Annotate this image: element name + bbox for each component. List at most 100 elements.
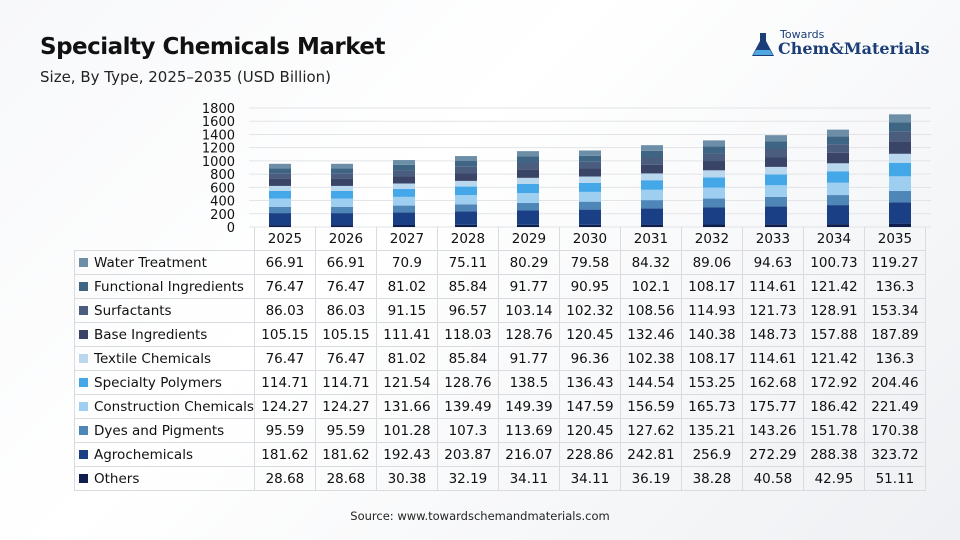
table-header-row: 2025 2026 2027 2028 2029 2030 2031 2032 2033 2034…	[74, 227, 926, 251]
bar-segment	[579, 176, 601, 183]
data-label: 84.32	[619, 250, 682, 275]
bar-segment	[517, 210, 539, 225]
bar-segment	[641, 200, 663, 209]
data-label: 153.34	[863, 298, 926, 323]
data-label: 91.77	[497, 274, 560, 299]
bar-segment	[827, 195, 849, 206]
legend-label: Construction Chemicals	[94, 398, 254, 415]
data-label: 102.1	[619, 274, 682, 299]
bar-segment	[827, 171, 849, 183]
data-label: 81.02	[375, 274, 438, 299]
bar-segment	[269, 168, 291, 174]
legend-label: Surfactants	[94, 302, 172, 319]
data-label: 30.38	[375, 466, 438, 491]
data-label: 75.11	[436, 250, 499, 275]
data-label: 175.77	[741, 394, 804, 419]
bar-segment	[331, 198, 353, 207]
bar-segment	[765, 149, 787, 158]
bar-segment	[579, 224, 601, 227]
data-label: 121.54	[375, 370, 438, 395]
data-label: 79.58	[558, 250, 621, 275]
legend-label: Others	[94, 470, 140, 487]
data-label: 136.3	[863, 346, 926, 371]
data-label: 136.3	[863, 274, 926, 299]
bar-segment	[889, 122, 911, 132]
bar-segment	[889, 223, 911, 227]
x-tick-label: 2026	[314, 227, 377, 251]
bar-segment	[269, 206, 291, 214]
data-label: 34.11	[558, 466, 621, 491]
bar-segment	[765, 174, 787, 186]
data-label: 256.9	[680, 442, 743, 467]
logo-small-text: Towards	[780, 28, 825, 41]
table-row: Dyes and Pigments 95.59 95.59 101.28 107.3 11…	[74, 418, 926, 443]
bar-segment	[455, 156, 477, 162]
data-label: 114.93	[680, 298, 743, 323]
x-tick-label: 2030	[558, 227, 621, 251]
table-row: Water Treatment 66.91 66.91 70.9 75.11 80.29 7…	[74, 250, 926, 275]
data-label: 51.11	[863, 466, 926, 491]
bar-segment	[827, 129, 849, 137]
data-label: 94.63	[741, 250, 804, 275]
data-label: 66.91	[314, 250, 377, 275]
bar-segment	[765, 196, 787, 207]
bar-segment	[889, 114, 911, 123]
table-row: Construction Chemicals 124.27 124.27 131.66…	[74, 394, 926, 419]
brand-logo: Towards Chem&Materials	[750, 28, 940, 62]
y-tick-label: 800	[210, 168, 235, 183]
table-row: Specialty Polymers 114.71 114.71 121.54 128.…	[74, 370, 926, 395]
data-label: 96.57	[436, 298, 499, 323]
legend-swatch	[79, 474, 88, 483]
bar-segment	[765, 185, 787, 197]
data-label: 216.07	[497, 442, 560, 467]
data-label: 124.27	[314, 394, 377, 419]
bar-segment	[517, 177, 539, 184]
bar-segment	[455, 204, 477, 212]
bar-segment	[641, 157, 663, 165]
data-label: 139.49	[436, 394, 499, 419]
data-label: 144.54	[619, 370, 682, 395]
bar-segment	[889, 131, 911, 142]
data-label: 108.56	[619, 298, 682, 323]
data-label: 85.84	[436, 274, 499, 299]
bar-segment	[331, 206, 353, 214]
y-tick-label: 1800	[202, 102, 235, 117]
data-label: 38.28	[680, 466, 743, 491]
legend-swatch	[79, 354, 88, 363]
y-tick-label: 400	[210, 195, 235, 210]
data-label: 76.47	[314, 274, 377, 299]
data-label: 131.66	[375, 394, 438, 419]
flask-icon	[752, 33, 774, 56]
legend-swatch	[79, 306, 88, 315]
data-label: 40.58	[741, 466, 804, 491]
bar-segment	[765, 166, 787, 175]
table-row: Others 28.68 28.68 30.38 32.19 34.11 34.11 36.1…	[74, 466, 926, 491]
legend-entry: Base Ingredients	[74, 322, 255, 347]
data-label: 102.38	[619, 346, 682, 371]
legend-entry: Surfactants	[74, 298, 255, 323]
data-label: 108.17	[680, 274, 743, 299]
x-tick-label: 2032	[680, 227, 743, 251]
data-label: 153.25	[680, 370, 743, 395]
bar-segment	[703, 146, 725, 154]
data-label: 148.73	[741, 322, 804, 347]
data-label: 42.95	[802, 466, 865, 491]
x-tick-label: 2025	[253, 227, 316, 251]
x-tick-label: 2027	[375, 227, 438, 251]
legend-swatch	[79, 330, 88, 339]
bar-segment	[703, 187, 725, 199]
bar-segment	[517, 162, 539, 170]
x-tick-label: 2033	[741, 227, 804, 251]
bar-segment	[517, 202, 539, 211]
data-label: 156.59	[619, 394, 682, 419]
bar-segment	[827, 224, 849, 227]
data-label: 90.95	[558, 274, 621, 299]
bar-segment	[765, 157, 787, 167]
logo-big-text: Chem&Materials	[778, 39, 930, 58]
bar-segment	[393, 164, 415, 171]
bar-segment	[269, 163, 291, 169]
data-label: 162.68	[741, 370, 804, 395]
data-table: 2025 2026 2027 2028 2029 2030 2031 2032 2033 2034…	[74, 227, 926, 491]
